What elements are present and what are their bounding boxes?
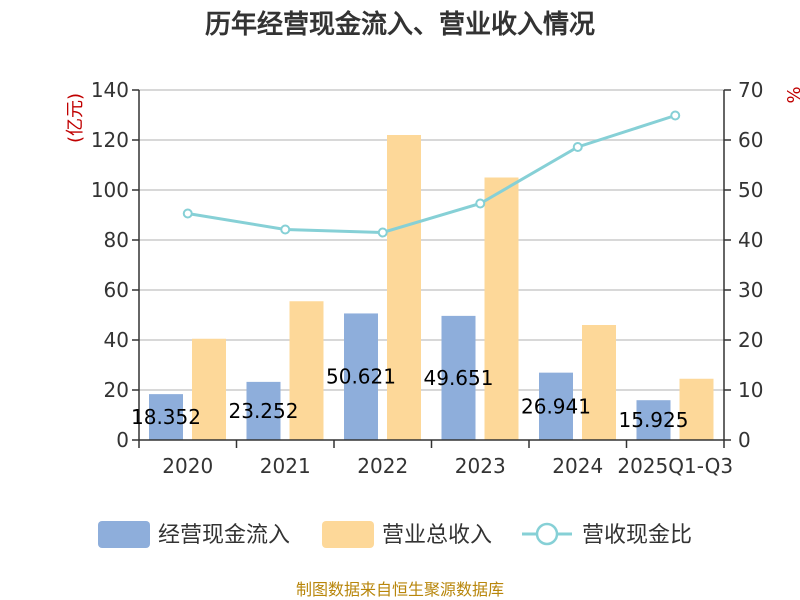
bar-cash-inflow xyxy=(344,313,378,440)
bar-total-revenue xyxy=(387,135,421,440)
left-tick-label: 60 xyxy=(104,278,129,302)
right-tick-label: 10 xyxy=(738,378,763,402)
legend: 经营现金流入 营业总收入 营收现金比 xyxy=(98,521,692,548)
right-tick-label: 50 xyxy=(738,178,763,202)
bar-cash-inflow xyxy=(636,400,671,440)
bar-cash-inflow xyxy=(539,372,573,440)
left-tick-label: 80 xyxy=(104,228,129,252)
bar-value-label: 15.925 xyxy=(619,408,689,432)
bar-labels: 18.352 23.252 50.621 49.651 26.941 15.925 xyxy=(131,365,688,432)
right-tick-label: 40 xyxy=(738,228,763,252)
right-tick-label: 70 xyxy=(738,78,763,102)
ratio-point xyxy=(377,227,388,238)
axes: 0 20 40 60 80 100 120 140 0 10 20 30 40 50 60 70 2020 202… xyxy=(91,78,764,478)
bar-total-revenue xyxy=(679,378,714,440)
ratio-point xyxy=(670,110,681,121)
left-tick-label: 120 xyxy=(91,128,129,152)
right-axis-unit: % xyxy=(784,86,800,103)
legend-label-cash-inflow: 经营现金流入 xyxy=(158,523,290,548)
legend-swatch-cash-inflow xyxy=(98,521,150,548)
x-tick-label: 2021 xyxy=(260,454,311,478)
bars xyxy=(149,135,714,440)
left-tick-label: 0 xyxy=(116,428,129,452)
left-tick-label: 140 xyxy=(91,78,129,102)
right-tick-label: 20 xyxy=(738,328,763,352)
ratio-line-path xyxy=(187,114,676,235)
bar-total-revenue xyxy=(484,177,519,440)
left-tick-label: 40 xyxy=(104,328,129,352)
x-tick-label: 2020 xyxy=(162,454,213,478)
right-tick-label: 60 xyxy=(738,128,763,152)
ratio-point xyxy=(572,142,583,152)
ratio-line xyxy=(182,110,681,238)
grid-lines xyxy=(139,89,724,391)
x-tick-label: 2024 xyxy=(552,454,603,478)
x-tick-label: 2025Q1-Q3 xyxy=(617,454,733,478)
bar-value-label: 18.352 xyxy=(131,405,201,429)
legend-swatch-total-revenue xyxy=(322,521,374,548)
bar-value-label: 26.941 xyxy=(521,394,591,418)
source-note: 制图数据来自恒生聚源数据库 xyxy=(296,580,504,599)
chart-title: 历年经营现金流入、营业收入情况 xyxy=(205,9,595,40)
bar-value-label: 50.621 xyxy=(326,365,396,389)
legend-marker-ratio xyxy=(535,522,559,546)
right-tick-label: 0 xyxy=(738,428,751,452)
x-tick-label: 2022 xyxy=(357,454,408,478)
ratio-point xyxy=(280,224,291,235)
bar-cash-inflow xyxy=(441,315,476,440)
legend-label-ratio: 营收现金比 xyxy=(582,523,692,548)
left-axis-unit: (亿元) xyxy=(65,93,86,143)
x-tick-label: 2023 xyxy=(455,454,506,478)
left-tick-label: 100 xyxy=(91,178,129,202)
legend-label-total-revenue: 营业总收入 xyxy=(382,523,492,548)
bar-cash-inflow xyxy=(149,394,183,440)
bar-total-revenue xyxy=(192,338,226,440)
bar-total-revenue xyxy=(582,325,616,440)
ratio-point xyxy=(182,208,193,219)
bar-value-label: 49.651 xyxy=(424,366,494,390)
right-tick-label: 30 xyxy=(738,278,763,302)
bar-value-label: 23.252 xyxy=(229,399,299,423)
bar-cash-inflow xyxy=(246,381,281,440)
left-tick-label: 20 xyxy=(104,378,129,402)
ratio-point xyxy=(475,198,486,209)
bar-total-revenue xyxy=(289,301,324,440)
